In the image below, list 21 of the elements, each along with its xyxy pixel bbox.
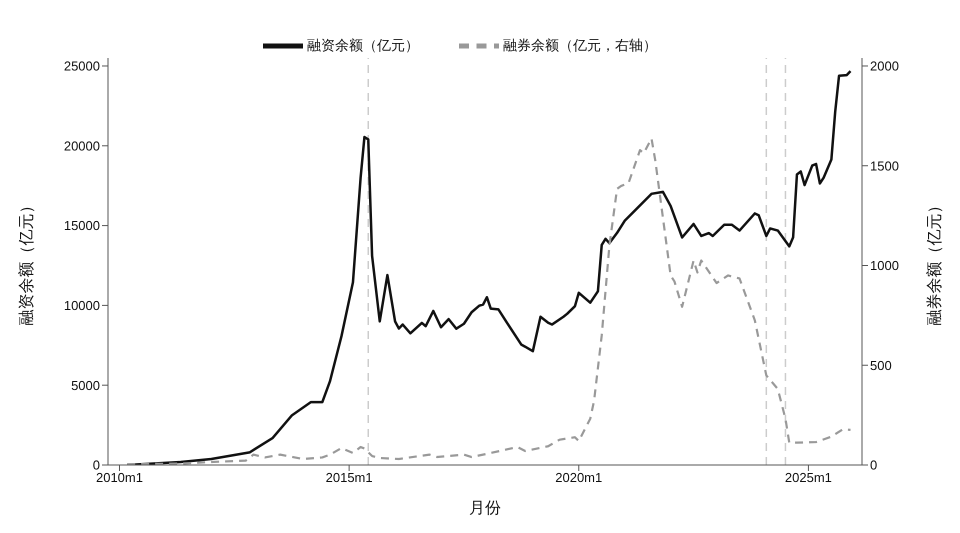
x-axis-title: 月份: [469, 500, 501, 517]
y-tick-label: 25000: [64, 58, 100, 74]
line-series: [126, 137, 852, 465]
x-tick-label: 2020m1: [555, 470, 602, 486]
y2-tick-label: 1500: [870, 158, 899, 174]
y-tick-label: 15000: [64, 218, 100, 234]
y2-axis-title: 融券余额（亿元）: [926, 198, 944, 326]
y2-tick-label: 0: [870, 458, 878, 473]
x-tick-label: 2015m1: [326, 470, 373, 486]
x-tick-label: 2010m1: [96, 470, 143, 486]
legend-label: 融券余额（亿元，右轴）: [503, 36, 657, 53]
x-tick-label: 2025m1: [784, 470, 832, 486]
y-tick-label: 20000: [64, 138, 100, 154]
y-tick-label: 0: [92, 458, 100, 473]
y2-tick-label: 500: [870, 358, 892, 373]
y2-tick-label: 2000: [870, 58, 899, 74]
y2-tick-label: 1000: [870, 258, 899, 274]
y-tick-label: 10000: [64, 298, 100, 314]
y-tick-label: 5000: [71, 378, 100, 393]
legend-label: 融资余额（亿元）: [307, 36, 419, 53]
y-axis-title: 融资余额（亿元）: [18, 198, 36, 326]
